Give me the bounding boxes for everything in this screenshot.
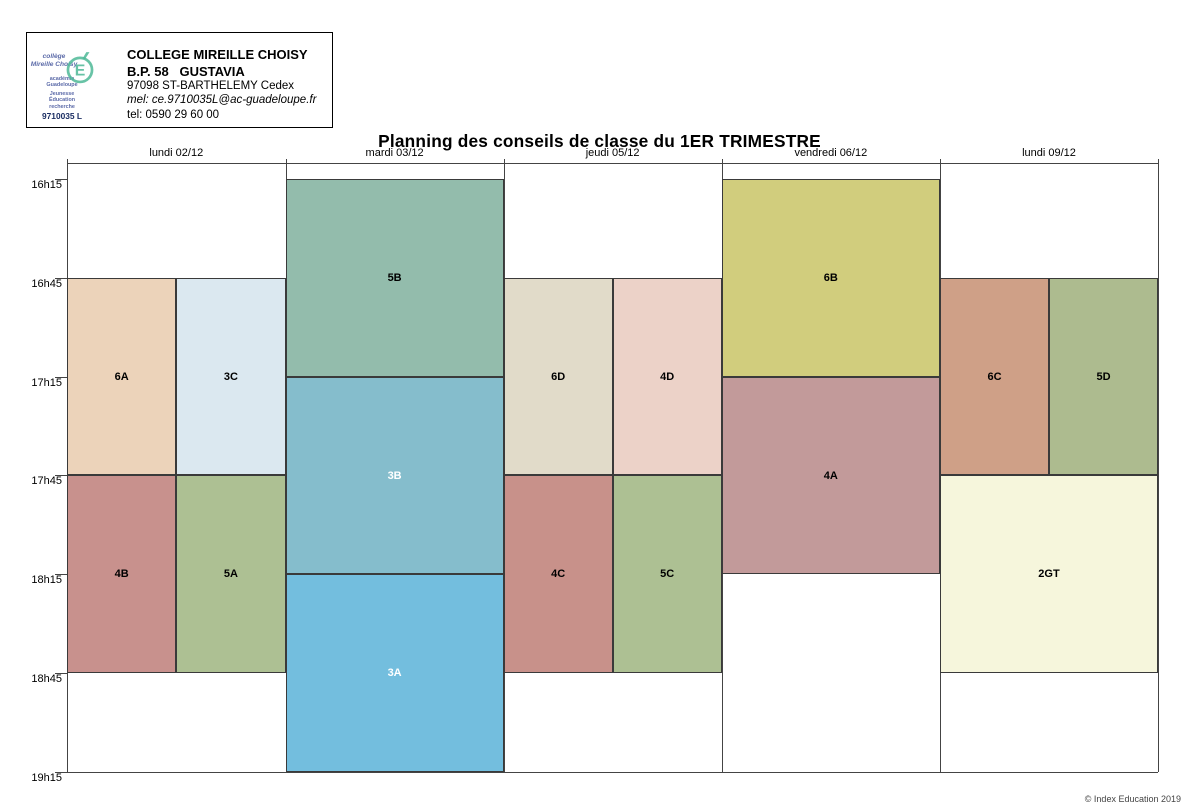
svg-text:E: E — [75, 63, 86, 80]
